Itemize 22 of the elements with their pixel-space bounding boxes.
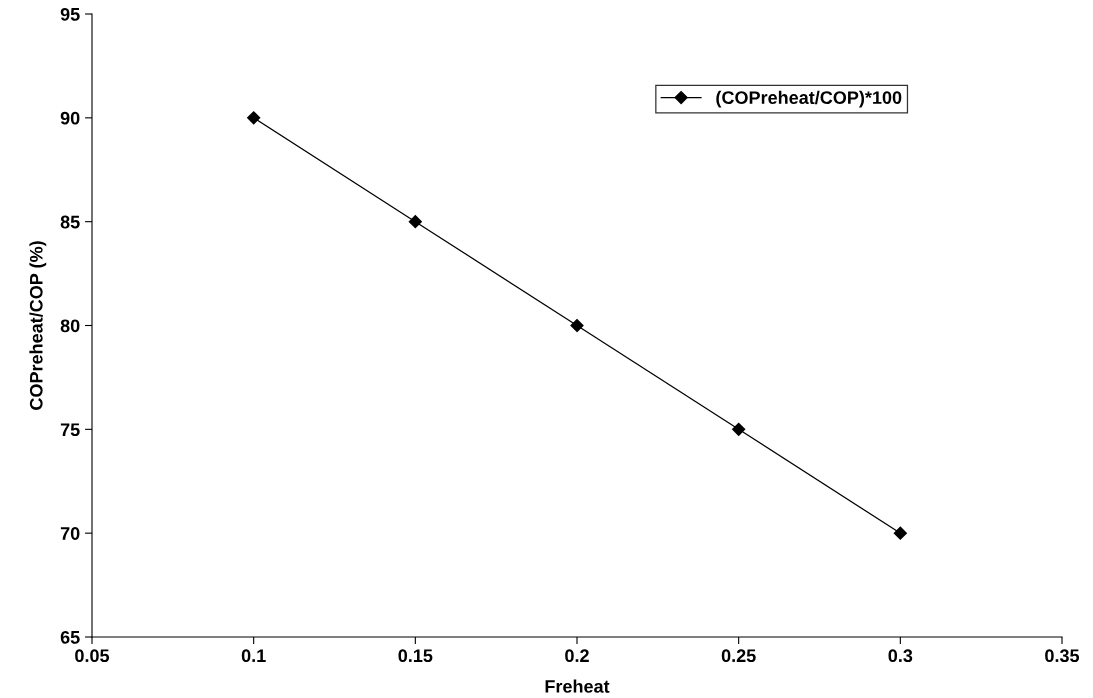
y-tick-label: 90 — [60, 111, 80, 125]
point — [893, 526, 907, 540]
x-tick-label: 0.35 — [1045, 649, 1080, 663]
y-tick-label: 85 — [60, 215, 80, 229]
x-axis-title: Freheat — [545, 679, 610, 693]
y-tick-label: 70 — [60, 527, 80, 540]
legend-label: (COPreheat/COP)*100 — [716, 90, 902, 108]
x-tick-label: 0.1 — [241, 649, 266, 663]
x-tick-label: 0.3 — [888, 649, 913, 663]
x-tick-label: 0.25 — [721, 649, 756, 663]
x-tick-label: 0.2 — [565, 649, 589, 663]
point — [408, 215, 422, 229]
y-tick-label: 95 — [60, 7, 80, 21]
x-tick-label: 0.15 — [398, 649, 433, 663]
x-tick-label: 0.05 — [75, 649, 110, 663]
y-tick-label: 80 — [60, 319, 80, 333]
point — [570, 318, 584, 333]
y-tick-label: 65 — [60, 630, 80, 644]
y-axis-title: COPreheat/COP (%) — [29, 241, 47, 410]
point — [247, 111, 261, 125]
y-tick-label: 75 — [60, 423, 80, 437]
point — [732, 422, 746, 436]
